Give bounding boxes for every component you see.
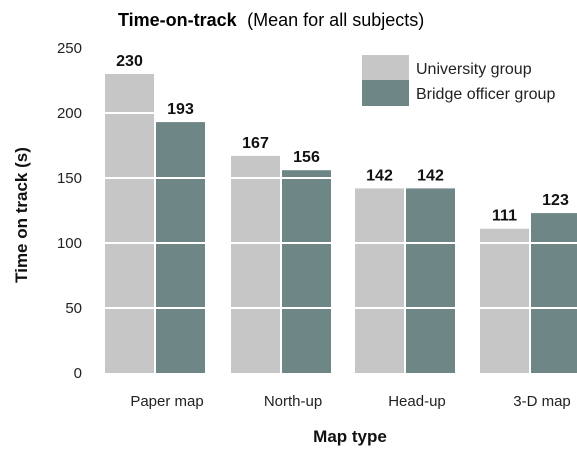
- x-tick-3-d-map: 3-D map: [513, 393, 571, 410]
- legend: University group Bridge officer group: [362, 55, 555, 106]
- x-tick-head-up: Head-up: [388, 393, 446, 410]
- value-labels: 230 193 167 156 142 142 111 123: [116, 53, 569, 225]
- chart-title-main: Time-on-track: [118, 10, 238, 30]
- value-label-head-up-university-group: 142: [366, 167, 393, 184]
- bar-head-up-university-group: [355, 188, 404, 373]
- value-label-paper-map-bridge-officer-group: 193: [167, 101, 194, 118]
- x-tick-north-up: North-up: [264, 393, 322, 410]
- x-axis-label: Map type: [313, 427, 387, 446]
- y-tick-250: 250: [57, 40, 82, 57]
- value-label-north-up-bridge-officer-group: 156: [293, 149, 320, 166]
- x-tick-paper-map: Paper map: [130, 393, 203, 410]
- gridlines: [92, 112, 577, 309]
- value-label-paper-map-university-group: 230: [116, 53, 143, 70]
- y-axis-ticks: 0 50 100 150 200 250: [57, 40, 82, 382]
- bars-layer: [105, 74, 577, 373]
- bar-paper-map-university-group: [105, 74, 154, 373]
- bar-3-d-map-bridge-officer-group: [531, 213, 577, 373]
- y-tick-150: 150: [57, 170, 82, 187]
- bar-north-up-university-group: [231, 155, 280, 373]
- y-tick-200: 200: [57, 105, 82, 122]
- value-label-head-up-bridge-officer-group: 142: [417, 167, 444, 184]
- y-tick-0: 0: [74, 365, 82, 382]
- value-label-3-d-map-university-group: 111: [492, 208, 517, 225]
- chart-subtitle: (Mean for all subjects): [247, 10, 424, 30]
- y-axis-label: Time on track (s): [12, 147, 31, 283]
- legend-label-university: University group: [416, 61, 532, 78]
- legend-swatch-university: [362, 55, 409, 81]
- bar-north-up-bridge-officer-group: [282, 170, 331, 373]
- bar-paper-map-bridge-officer-group: [156, 122, 205, 373]
- y-tick-50: 50: [65, 300, 82, 317]
- chart-title: Time-on-track (Mean for all subjects): [118, 10, 424, 30]
- legend-label-bridge-officer: Bridge officer group: [416, 86, 555, 103]
- x-axis-ticks: Paper map North-up Head-up 3-D map: [130, 393, 570, 410]
- bar-3-d-map-university-group: [480, 228, 529, 373]
- value-label-north-up-university-group: 167: [242, 135, 269, 152]
- bar-head-up-bridge-officer-group: [406, 188, 455, 373]
- legend-swatch-bridge-officer: [362, 80, 409, 106]
- value-label-3-d-map-bridge-officer-group: 123: [542, 192, 569, 209]
- y-tick-100: 100: [57, 235, 82, 252]
